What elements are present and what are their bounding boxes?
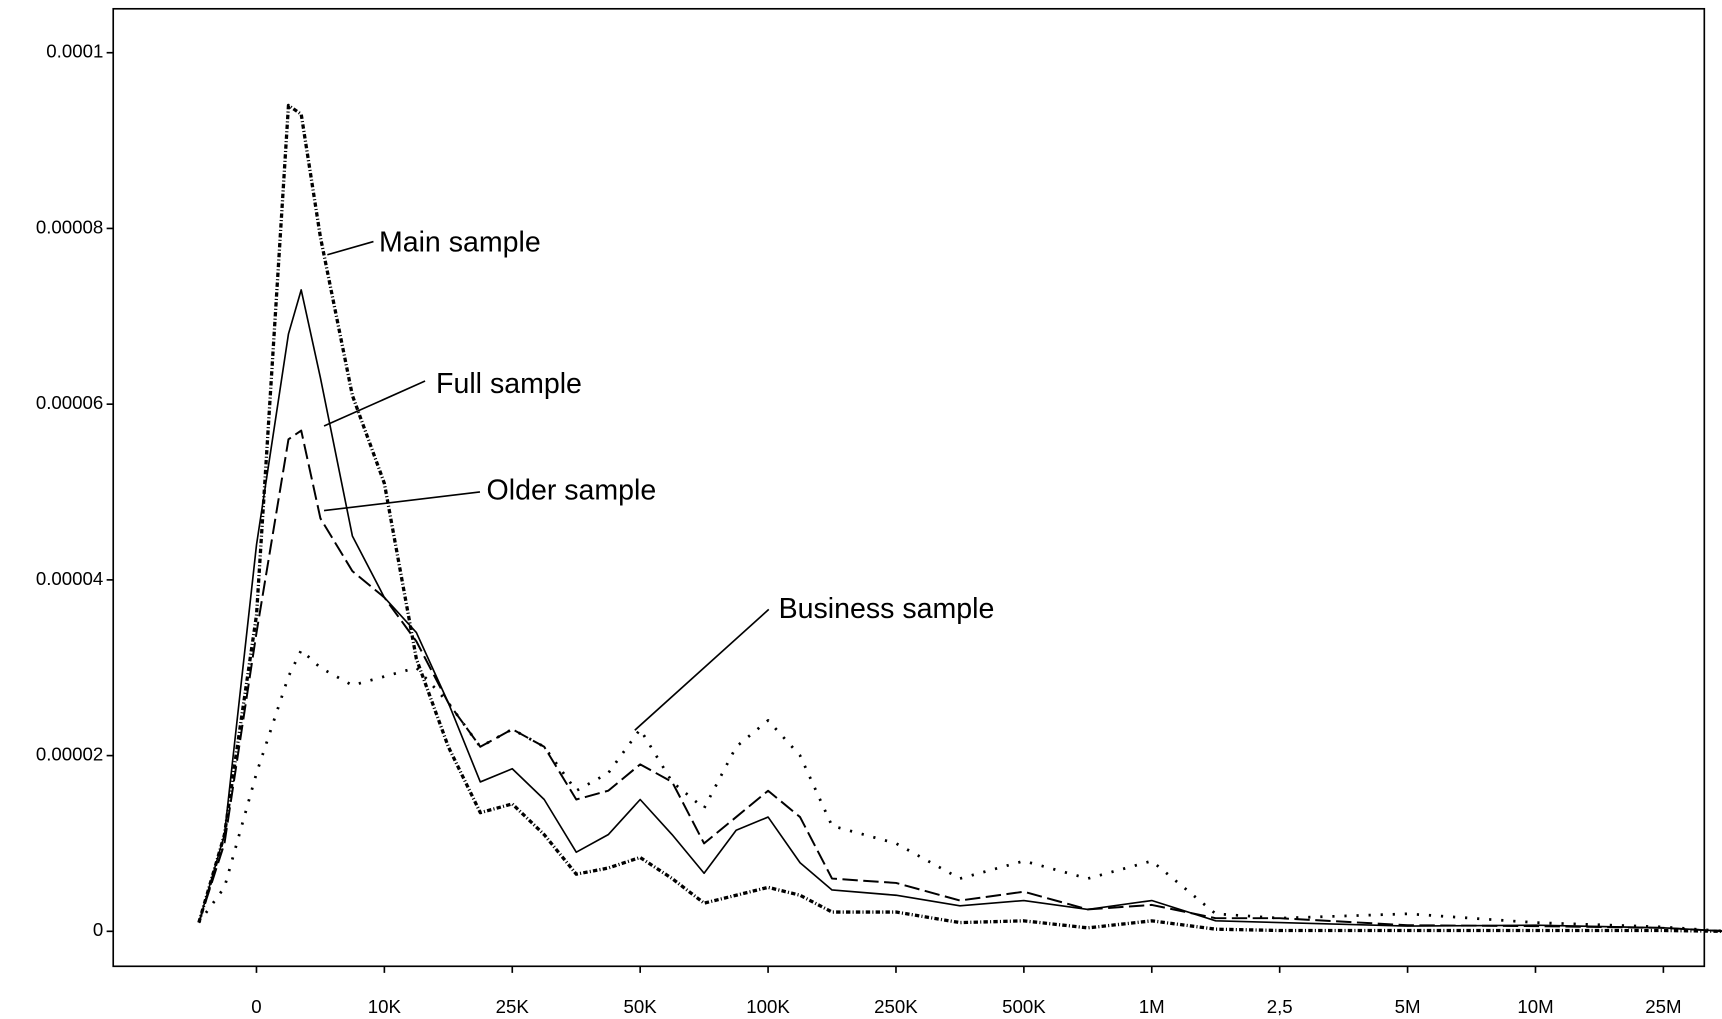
y-tick-label: 0.00008 xyxy=(36,216,103,237)
plot-frame xyxy=(112,7,1706,968)
x-tick-label: 1M xyxy=(1139,996,1165,1017)
series-label: Main sample xyxy=(379,226,541,258)
y-tick-label: 0.0001 xyxy=(46,41,103,62)
x-tick-label: 2,5 xyxy=(1267,996,1293,1017)
y-tick-label: 0.00006 xyxy=(36,392,103,413)
x-tick-label: 100K xyxy=(746,996,790,1017)
y-tick-label: 0 xyxy=(93,919,103,940)
series-line xyxy=(197,648,1722,933)
label-leader xyxy=(323,380,426,427)
series-line xyxy=(197,103,1722,933)
x-tick-label: 10K xyxy=(368,996,402,1017)
x-tick-label: 50K xyxy=(624,996,658,1017)
label-leader xyxy=(323,491,481,512)
label-leader xyxy=(634,608,770,731)
x-tick-label: 10M xyxy=(1517,996,1553,1017)
y-tick-label: 0.00002 xyxy=(36,744,103,765)
x-tick-label: 500K xyxy=(1002,996,1046,1017)
x-tick-label: 250K xyxy=(874,996,918,1017)
series-label: Older sample xyxy=(487,474,657,506)
series-label: Full sample xyxy=(436,368,582,400)
x-tick-label: 0 xyxy=(251,996,261,1017)
y-tick-label: 0.00004 xyxy=(36,568,103,589)
x-tick-label: 25K xyxy=(496,996,530,1017)
series-line xyxy=(197,429,1722,933)
x-tick-label: 25M xyxy=(1645,996,1681,1017)
x-tick-label: 5M xyxy=(1395,996,1421,1017)
series-label: Business sample xyxy=(779,593,995,625)
label-leader xyxy=(327,240,374,256)
